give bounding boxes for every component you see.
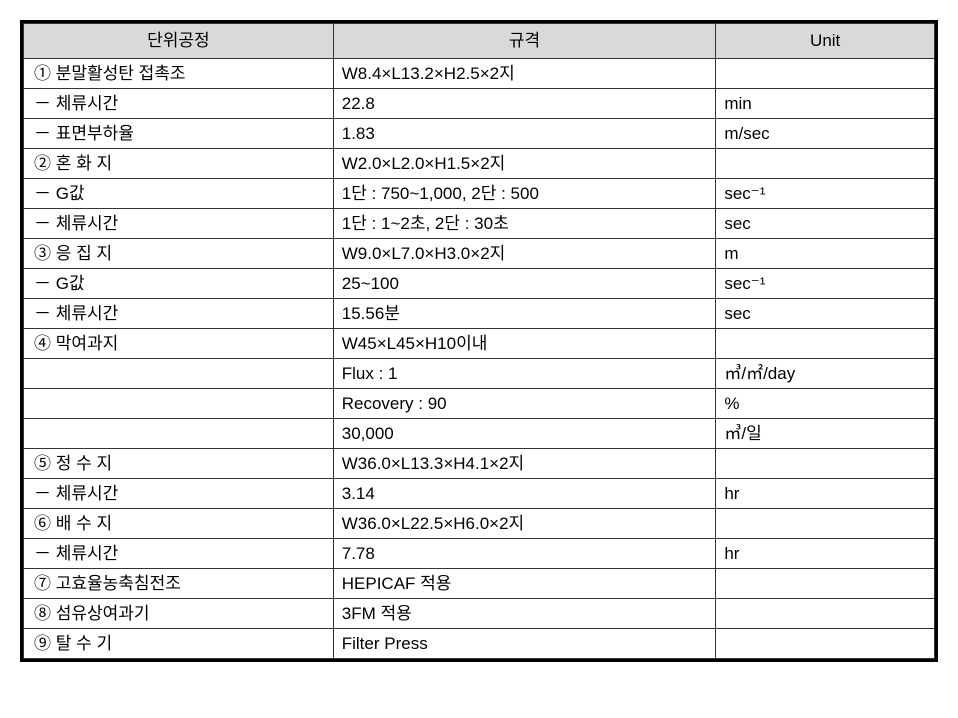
cell-process: ⑤ 정 수 지 (24, 449, 334, 479)
cell-spec: Recovery : 90 (333, 389, 716, 419)
cell-spec: W36.0×L13.3×H4.1×2지 (333, 449, 716, 479)
table-row: Flux : 1㎥/㎡/day (24, 359, 935, 389)
cell-unit: hr (716, 479, 935, 509)
header-unit: Unit (716, 24, 935, 59)
cell-process: ⑨ 탈 수 기 (24, 629, 334, 659)
cell-spec: Flux : 1 (333, 359, 716, 389)
cell-unit (716, 449, 935, 479)
table-row: － 체류시간1단 : 1~2초, 2단 : 30초sec (24, 209, 935, 239)
table-row: ② 혼 화 지W2.0×L2.0×H1.5×2지 (24, 149, 935, 179)
cell-unit: m (716, 239, 935, 269)
cell-process: ④ 막여과지 (24, 329, 334, 359)
cell-unit (716, 599, 935, 629)
cell-unit (716, 149, 935, 179)
cell-spec: Filter Press (333, 629, 716, 659)
cell-process: ① 분말활성탄 접촉조 (24, 59, 334, 89)
cell-spec: 25~100 (333, 269, 716, 299)
table-row: － G값1단 : 750~1,000, 2단 : 500sec⁻¹ (24, 179, 935, 209)
spec-table: 단위공정 규격 Unit ① 분말활성탄 접촉조W8.4×L13.2×H2.5×… (23, 23, 935, 659)
cell-unit: m/sec (716, 119, 935, 149)
table-row: ⑦ 고효율농축침전조HEPICAF 적용 (24, 569, 935, 599)
cell-spec: 3FM 적용 (333, 599, 716, 629)
cell-spec: 15.56분 (333, 299, 716, 329)
table-row: ⑧ 섬유상여과기3FM 적용 (24, 599, 935, 629)
cell-unit (716, 509, 935, 539)
cell-unit (716, 59, 935, 89)
cell-process: － 체류시간 (24, 89, 334, 119)
table-row: － 표면부하율1.83m/sec (24, 119, 935, 149)
table-row: － 체류시간15.56분sec (24, 299, 935, 329)
cell-spec: W2.0×L2.0×H1.5×2지 (333, 149, 716, 179)
table-row: ③ 응 집 지W9.0×L7.0×H3.0×2지m (24, 239, 935, 269)
cell-spec: W9.0×L7.0×H3.0×2지 (333, 239, 716, 269)
cell-process (24, 359, 334, 389)
cell-spec: 3.14 (333, 479, 716, 509)
cell-unit: sec⁻¹ (716, 179, 935, 209)
header-process: 단위공정 (24, 24, 334, 59)
cell-unit: ㎥/㎡/day (716, 359, 935, 389)
cell-process: ⑦ 고효율농축침전조 (24, 569, 334, 599)
cell-process (24, 389, 334, 419)
table-row: － G값25~100sec⁻¹ (24, 269, 935, 299)
table-row: ⑨ 탈 수 기Filter Press (24, 629, 935, 659)
cell-unit (716, 569, 935, 599)
cell-spec: 1.83 (333, 119, 716, 149)
table-row: － 체류시간22.8min (24, 89, 935, 119)
table-body: ① 분말활성탄 접촉조W8.4×L13.2×H2.5×2지 － 체류시간22.8… (24, 59, 935, 659)
table-row: ⑥ 배 수 지W36.0×L22.5×H6.0×2지 (24, 509, 935, 539)
cell-spec: 1단 : 1~2초, 2단 : 30초 (333, 209, 716, 239)
cell-unit: ㎥/일 (716, 419, 935, 449)
table-row: ⑤ 정 수 지W36.0×L13.3×H4.1×2지 (24, 449, 935, 479)
table-row: － 체류시간7.78hr (24, 539, 935, 569)
cell-process: － G값 (24, 269, 334, 299)
process-specification-table: 단위공정 규격 Unit ① 분말활성탄 접촉조W8.4×L13.2×H2.5×… (20, 20, 938, 662)
cell-unit: sec (716, 209, 935, 239)
table-row: － 체류시간3.14hr (24, 479, 935, 509)
cell-spec: 22.8 (333, 89, 716, 119)
cell-process: ⑥ 배 수 지 (24, 509, 334, 539)
cell-spec: 1단 : 750~1,000, 2단 : 500 (333, 179, 716, 209)
cell-spec: 7.78 (333, 539, 716, 569)
cell-unit: sec⁻¹ (716, 269, 935, 299)
cell-unit (716, 329, 935, 359)
cell-unit: min (716, 89, 935, 119)
cell-process: － 체류시간 (24, 539, 334, 569)
header-spec: 규격 (333, 24, 716, 59)
cell-process: ⑧ 섬유상여과기 (24, 599, 334, 629)
cell-process: － 체류시간 (24, 209, 334, 239)
cell-process (24, 419, 334, 449)
cell-process: － 체류시간 (24, 479, 334, 509)
table-row: ① 분말활성탄 접촉조W8.4×L13.2×H2.5×2지 (24, 59, 935, 89)
table-header-row: 단위공정 규격 Unit (24, 24, 935, 59)
cell-spec: W36.0×L22.5×H6.0×2지 (333, 509, 716, 539)
cell-process: ② 혼 화 지 (24, 149, 334, 179)
cell-spec: 30,000 (333, 419, 716, 449)
cell-process: ③ 응 집 지 (24, 239, 334, 269)
table-row: Recovery : 90% (24, 389, 935, 419)
cell-unit: sec (716, 299, 935, 329)
cell-unit: % (716, 389, 935, 419)
table-row: 30,000㎥/일 (24, 419, 935, 449)
cell-process: － 표면부하율 (24, 119, 334, 149)
cell-spec: HEPICAF 적용 (333, 569, 716, 599)
cell-process: － 체류시간 (24, 299, 334, 329)
cell-unit (716, 629, 935, 659)
cell-process: － G값 (24, 179, 334, 209)
table-row: ④ 막여과지W45×L45×H10이내 (24, 329, 935, 359)
cell-spec: W8.4×L13.2×H2.5×2지 (333, 59, 716, 89)
cell-spec: W45×L45×H10이내 (333, 329, 716, 359)
cell-unit: hr (716, 539, 935, 569)
